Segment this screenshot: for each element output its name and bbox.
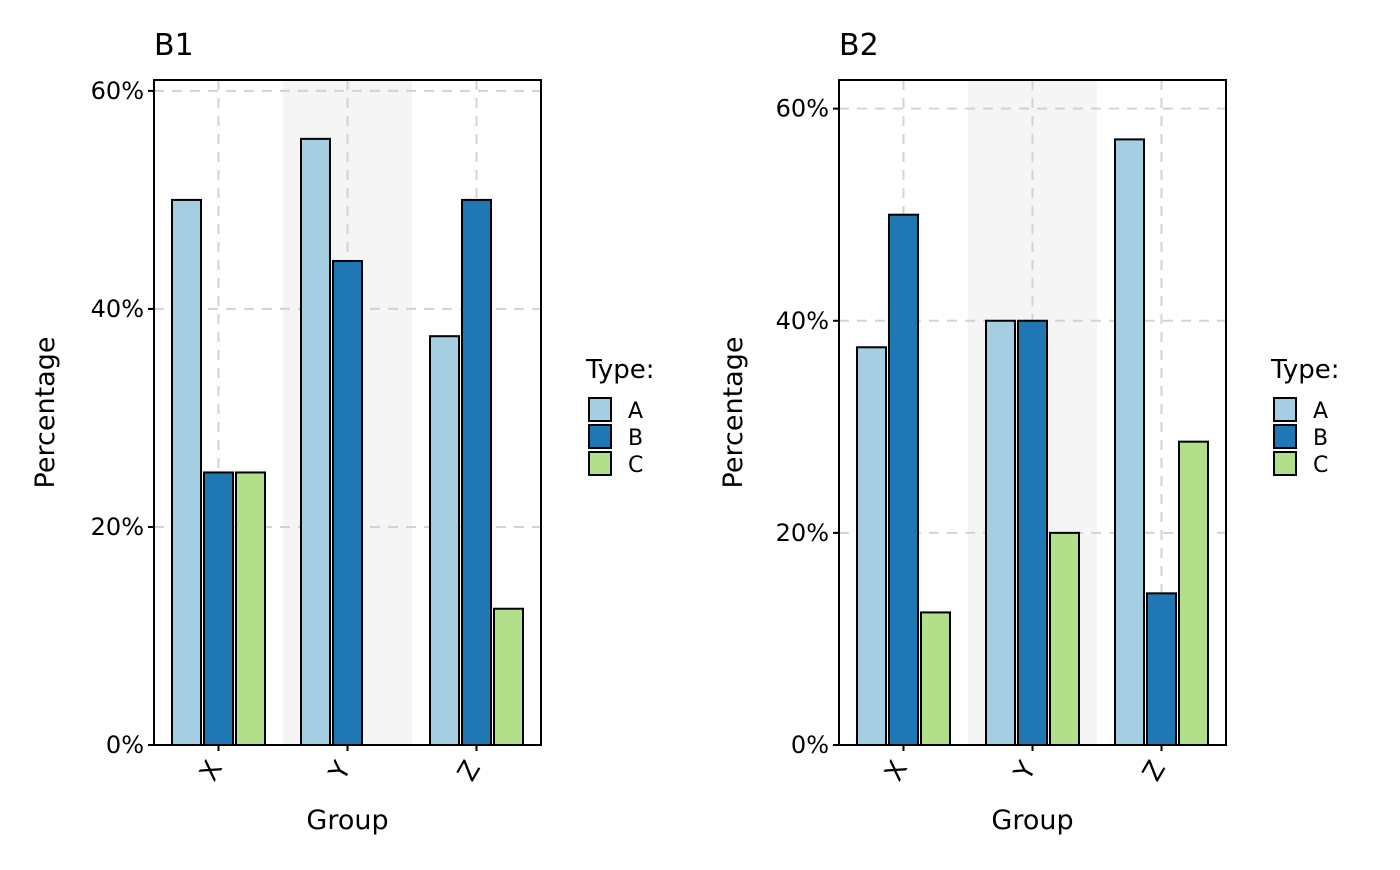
legend-swatch-c bbox=[1273, 451, 1297, 476]
x-tick-label: X bbox=[194, 756, 229, 786]
legend-title: Type: bbox=[585, 355, 654, 385]
chart-title: B1 bbox=[154, 28, 194, 63]
bar-c-y bbox=[1049, 531, 1080, 746]
x-axis-label: Group bbox=[991, 805, 1073, 836]
bar-b-z bbox=[461, 198, 492, 746]
bar-c-x bbox=[235, 471, 266, 746]
legend-label-c: C bbox=[628, 453, 643, 478]
y-tick-label: 20% bbox=[776, 519, 829, 547]
x-tick-label: Z bbox=[452, 756, 487, 786]
bar-b-y bbox=[1017, 319, 1048, 746]
panel-b1: 0% 20% 40% 60% X Y Z B1 Group Percentage Type: ABC bbox=[30, 28, 654, 836]
x-tick-label: X bbox=[879, 756, 914, 786]
bar-a-x bbox=[856, 346, 887, 746]
chart-title: B2 bbox=[839, 28, 879, 63]
legend: Type: ABC bbox=[1270, 355, 1339, 478]
bar-a-z bbox=[1114, 138, 1145, 747]
panel-b2: 0% 20% 40% 60% X Y Z B2 Group Percentage Type: ABC bbox=[718, 28, 1339, 836]
y-axis-label: Percentage bbox=[718, 337, 749, 489]
legend-swatch-a bbox=[1273, 397, 1297, 422]
bar-c-z bbox=[1178, 440, 1209, 746]
x-tick-label: Y bbox=[323, 757, 357, 787]
y-tick-label: 0% bbox=[791, 731, 829, 759]
y-axis-label: Percentage bbox=[30, 337, 61, 489]
legend-swatch-b bbox=[588, 424, 612, 449]
legend-swatch-a bbox=[588, 397, 612, 422]
bar-b-x bbox=[203, 471, 234, 746]
legend-title: Type: bbox=[1270, 355, 1339, 385]
legend-swatch-b bbox=[1273, 424, 1297, 449]
legend: Type: ABC bbox=[585, 355, 654, 478]
y-tick-label: 60% bbox=[776, 95, 829, 123]
x-axis-label: Group bbox=[306, 805, 388, 836]
bar-b-x bbox=[888, 213, 919, 747]
y-tick-label: 40% bbox=[776, 307, 829, 335]
bar-c-x bbox=[920, 611, 951, 747]
y-tick-label: 20% bbox=[91, 513, 144, 541]
bar-a-y bbox=[985, 319, 1016, 746]
bar-a-x bbox=[171, 198, 202, 746]
y-tick-label: 60% bbox=[91, 77, 144, 105]
legend-label-a: A bbox=[628, 399, 643, 424]
bar-a-z bbox=[429, 335, 460, 746]
legend-swatch-c bbox=[588, 451, 612, 476]
y-tick-label: 0% bbox=[106, 731, 144, 759]
legend-label-a: A bbox=[1313, 399, 1328, 424]
legend-label-b: B bbox=[628, 426, 643, 451]
bar-b-y bbox=[332, 259, 363, 746]
bar-b-z bbox=[1146, 592, 1177, 746]
bar-a-y bbox=[300, 137, 331, 747]
x-tick-label: Z bbox=[1137, 756, 1172, 786]
x-tick-label: Y bbox=[1008, 757, 1042, 787]
y-tick-label: 40% bbox=[91, 295, 144, 323]
bar-c-z bbox=[493, 607, 524, 746]
legend-label-b: B bbox=[1313, 426, 1328, 451]
legend-label-c: C bbox=[1313, 453, 1328, 478]
